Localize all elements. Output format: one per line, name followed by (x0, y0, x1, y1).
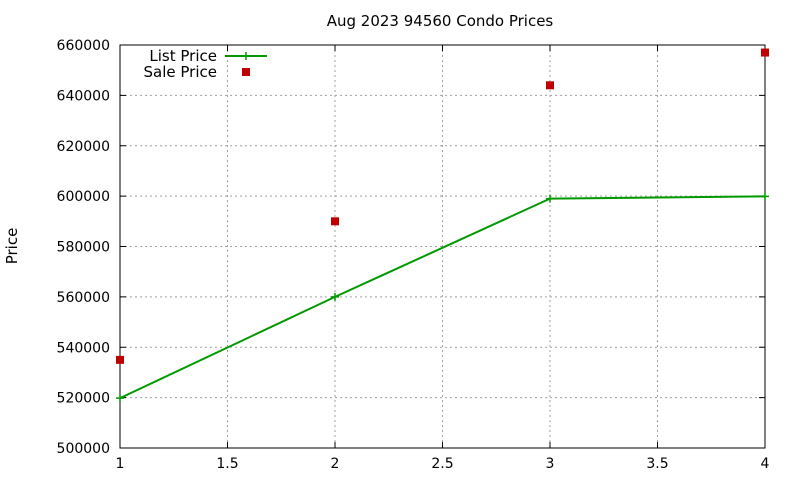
data-point (761, 192, 769, 201)
grid-lines (120, 45, 765, 448)
data-series (116, 48, 769, 403)
data-point (331, 292, 339, 301)
x-tick-label: 3 (546, 456, 555, 472)
tick-labels: 1 1.5 2 2.5 3 3.5 4 500000 520000 540000 560000 580… (57, 38, 770, 472)
legend-label: List Price (149, 47, 217, 65)
x-tick-label: 3.5 (646, 456, 668, 472)
data-point (116, 355, 124, 364)
y-tick-label: 620000 (57, 139, 110, 155)
series-list-price (116, 192, 769, 403)
data-point (761, 48, 769, 57)
y-tick-label: 580000 (57, 240, 110, 256)
x-tick-label: 2 (331, 456, 340, 472)
y-tick-label: 660000 (57, 38, 110, 54)
data-point (546, 194, 554, 203)
y-tick-label: 520000 (57, 391, 110, 407)
y-tick-label: 560000 (57, 290, 110, 306)
x-tick-label: 4 (761, 456, 770, 472)
y-tick-label: 540000 (57, 340, 110, 356)
x-tick-label: 1.5 (216, 456, 238, 472)
data-point (546, 81, 554, 90)
y-tick-label: 640000 (57, 88, 110, 104)
chart-title: Aug 2023 94560 Condo Prices (327, 12, 554, 30)
x-tick-label: 1 (116, 456, 125, 472)
data-point (116, 394, 124, 403)
series-sale-price (116, 48, 769, 364)
y-axis-label: Price (3, 228, 21, 265)
legend-label: Sale Price (144, 63, 217, 81)
legend-marker (242, 52, 250, 60)
data-point (331, 217, 339, 226)
y-tick-label: 500000 (57, 441, 110, 457)
plot-frame (119, 44, 766, 449)
legend-marker (242, 68, 250, 76)
y-tick-label: 600000 (57, 189, 110, 205)
x-tick-label: 2.5 (431, 456, 453, 472)
series-line (119, 195, 766, 400)
